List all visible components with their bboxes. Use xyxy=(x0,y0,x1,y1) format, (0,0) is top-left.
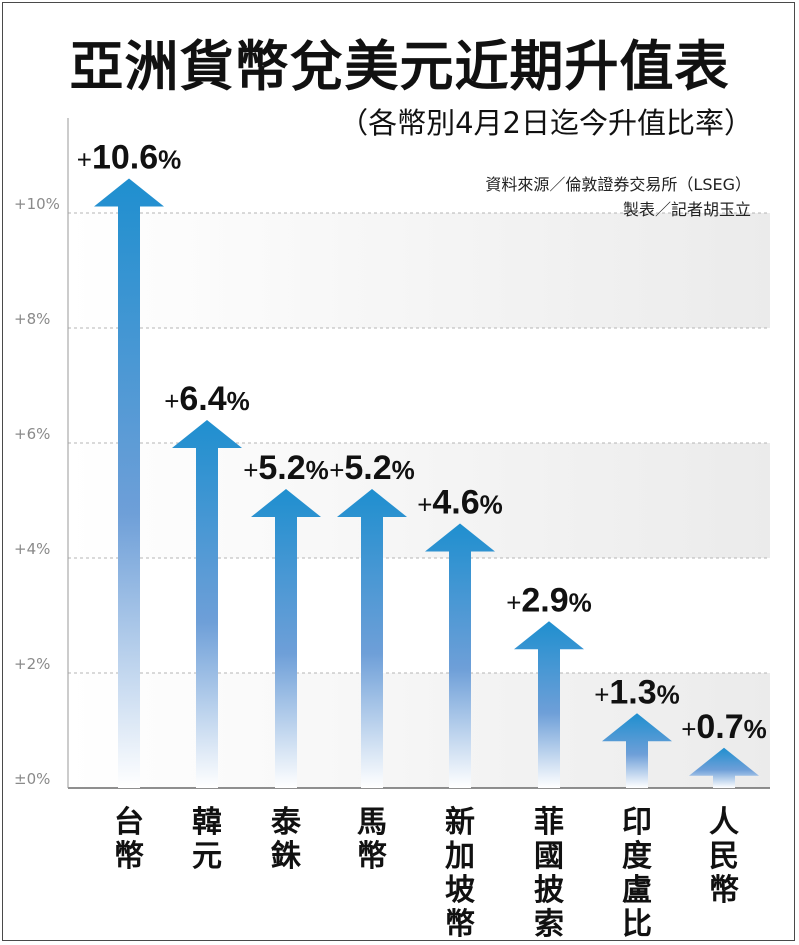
bar-arrow xyxy=(514,621,584,788)
category-label: 韓元 xyxy=(192,805,222,874)
grid-band xyxy=(68,328,770,443)
source-note: 資料來源／倫敦證券交易所（LSEG） 製表／記者胡玉立 xyxy=(485,172,751,222)
y-tick-label: +4% xyxy=(14,540,50,558)
category-label: 泰銖 xyxy=(271,805,302,874)
y-tick-label: ±0% xyxy=(14,770,50,788)
y-tick-label: +2% xyxy=(14,655,50,673)
data-label: +10.6% xyxy=(77,139,182,177)
grid-band xyxy=(68,558,770,673)
category-label: 人民幣 xyxy=(709,805,739,908)
data-label: +6.4% xyxy=(164,380,250,418)
bar-arrow xyxy=(251,489,321,788)
grid-band xyxy=(68,443,770,558)
y-tick-label: +6% xyxy=(14,425,50,443)
data-label: +2.9% xyxy=(506,581,592,619)
category-label: 菲國披索 xyxy=(534,805,565,942)
category-label: 印度盧比 xyxy=(622,805,652,942)
bar-arrow xyxy=(172,420,242,788)
grid-band xyxy=(68,213,770,328)
data-label: +5.2% xyxy=(243,449,329,487)
chart-subtitle: （各幣別4月2日迄今升值比率） xyxy=(339,106,753,140)
y-tick-label: +10% xyxy=(14,195,60,213)
bar-arrow xyxy=(689,747,759,788)
data-label: +4.6% xyxy=(417,484,503,522)
source-text: 資料來源／倫敦證券交易所（LSEG） xyxy=(485,175,751,194)
category-label: 馬幣 xyxy=(357,805,387,874)
chart-title: 亞洲貨幣兌美元近期升值表 xyxy=(69,35,730,98)
category-label: 新加坡幣 xyxy=(445,805,475,942)
bar-arrow xyxy=(337,489,407,788)
data-label: +1.3% xyxy=(594,673,680,711)
grid-band xyxy=(68,118,770,213)
y-tick-label: +8% xyxy=(14,310,50,328)
data-label: +0.7% xyxy=(681,708,767,746)
data-label: +5.2% xyxy=(329,449,415,487)
bar-arrow xyxy=(94,178,164,788)
credit-text: 製表／記者胡玉立 xyxy=(622,200,751,219)
category-label: 台幣 xyxy=(114,805,144,874)
bar-arrow xyxy=(602,713,672,788)
bar-arrow xyxy=(425,523,495,788)
